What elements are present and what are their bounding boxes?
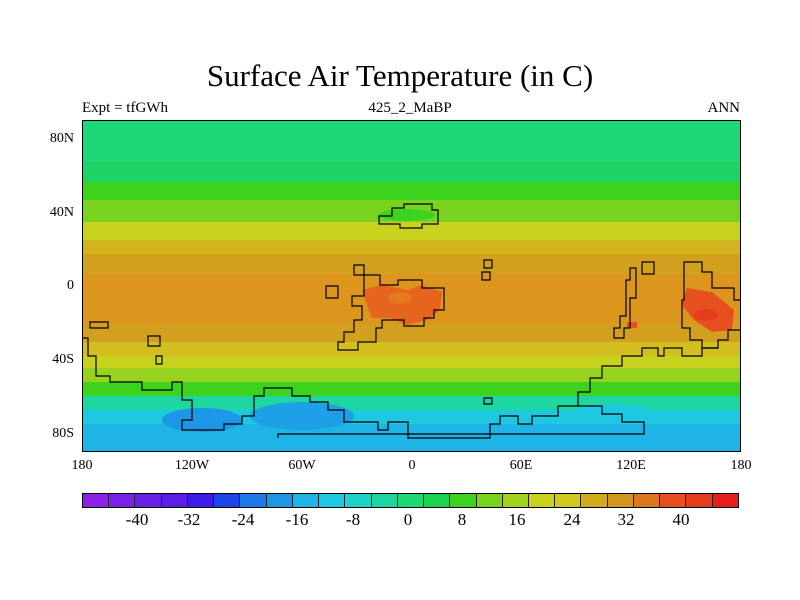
colorbar-swatch	[109, 494, 136, 507]
colorbar-swatch	[502, 494, 529, 507]
island-4	[483, 259, 493, 269]
y-tick-label: 40S	[52, 352, 74, 367]
colorbar-swatch	[476, 494, 503, 507]
island-7	[147, 335, 161, 347]
x-tick-label: 120E	[616, 458, 646, 473]
southern-coast	[82, 337, 718, 439]
colorbar-label: 0	[403, 510, 413, 529]
colorbar-swatch	[528, 494, 556, 507]
temperature-map	[82, 120, 741, 452]
island-6	[89, 321, 109, 329]
colorbar-swatch	[424, 494, 451, 507]
island-3	[481, 271, 491, 281]
x-tick-label: 60E	[509, 458, 533, 473]
band-30n	[82, 240, 741, 254]
colorbar-swatch	[371, 494, 398, 507]
band-60n	[82, 182, 741, 200]
colorbar-label: -16	[285, 510, 309, 529]
band-55s	[82, 382, 741, 396]
band-40s	[82, 356, 741, 368]
colorbar-swatch	[214, 494, 241, 507]
map-title: Surface Air Temperature (in C)	[206, 58, 594, 93]
band-40n	[82, 222, 741, 240]
band-20s	[82, 324, 741, 342]
y-tick-label: 80S	[52, 426, 74, 441]
colorbar-swatch	[292, 494, 320, 507]
colorbar-swatch	[240, 494, 267, 507]
colorbar-label: 16	[508, 510, 526, 529]
colorbar-swatch	[660, 494, 687, 507]
cold-pocket-2	[162, 408, 242, 432]
colorbar-swatch	[319, 494, 346, 507]
island-1	[325, 285, 339, 299]
colorbar-swatch	[266, 494, 293, 507]
map-svg	[82, 120, 741, 452]
eastern-continent	[681, 261, 741, 349]
colorbar-label: -32	[177, 510, 201, 529]
period-label: 425_2_MaBP	[368, 100, 452, 116]
experiment-label: Expt = tfGWh	[82, 100, 168, 116]
season-label: ANN	[707, 100, 741, 116]
band-20n	[82, 254, 741, 274]
temperature-field	[82, 120, 741, 452]
x-tick-label: 120W	[174, 458, 210, 473]
island-5	[641, 261, 655, 275]
colorbar-swatch	[135, 494, 162, 507]
coastlines	[82, 203, 741, 439]
band-45s	[82, 368, 741, 382]
island-8	[155, 355, 163, 365]
hotspot-east-core	[694, 309, 718, 321]
hotspot-africa	[362, 285, 442, 325]
colorbar-label: -40	[125, 510, 149, 529]
cold-pocket-3	[572, 404, 652, 420]
colorbar	[82, 493, 739, 508]
y-tick-label: 80N	[49, 131, 74, 146]
colorbar-swatch	[581, 494, 608, 507]
map-frame	[82, 120, 741, 452]
colorbar-swatch	[83, 494, 110, 507]
colorbar-label: 24	[563, 510, 581, 529]
colorbar-swatch	[450, 494, 477, 507]
x-tick-label: 180	[71, 458, 93, 473]
colorbar-swatch	[161, 494, 188, 507]
colorbar-swatch	[712, 494, 738, 507]
island-9	[483, 397, 493, 405]
y-tick-label: 40N	[49, 205, 74, 220]
colorbar-label: 40	[672, 510, 690, 529]
x-tick-label: 180	[730, 458, 752, 473]
hotspot-inner	[388, 292, 412, 304]
colorbar-label: -24	[231, 510, 255, 529]
eastern-sliver	[613, 267, 637, 339]
colorbar-swatch	[633, 494, 661, 507]
x-tick-label: 0	[408, 458, 416, 473]
colorbar-swatch	[397, 494, 425, 507]
central-continent	[337, 274, 445, 351]
colorbar-label: 8	[457, 510, 467, 529]
band-30s	[82, 342, 741, 356]
colorbar-label: -8	[345, 510, 361, 529]
colorbar-swatch	[607, 494, 634, 507]
northern-continent	[378, 203, 439, 229]
colorbar-label: 32	[617, 510, 635, 529]
southern-inner-coast	[277, 405, 645, 438]
colorbar-swatch	[187, 494, 215, 507]
hotspot-small	[627, 322, 637, 328]
y-tick-label: 0	[67, 278, 74, 293]
colorbar-swatch	[345, 494, 372, 507]
band-70n	[82, 162, 741, 182]
cold-pocket-1	[250, 402, 354, 430]
colorbar-swatch	[686, 494, 713, 507]
colorbar-swatch	[555, 494, 582, 507]
band-85n	[82, 120, 741, 162]
north-cool-patch	[379, 209, 435, 221]
x-tick-label: 60W	[288, 458, 316, 473]
